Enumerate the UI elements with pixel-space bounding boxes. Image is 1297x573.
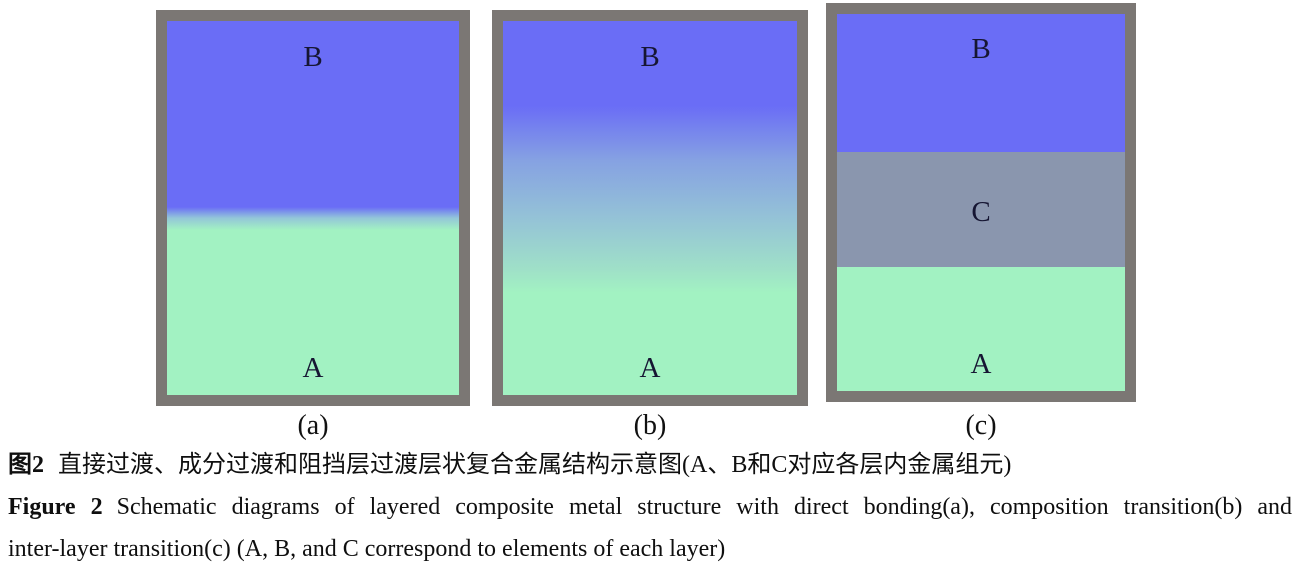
caption-line-zh: 图2 直接过渡、成分过渡和阻挡层过渡层状复合金属结构示意图(A、B和C对应各层内金… xyxy=(8,450,1292,480)
panel-c-caption: (c) xyxy=(965,410,997,441)
panel-a-layer-b-label: B xyxy=(303,41,323,73)
panel-b-layer-a-label: A xyxy=(639,352,661,384)
caption-line-en-1: Figure 2 Schematic diagrams of layered co… xyxy=(8,492,1292,522)
caption-zh-label: 图2 xyxy=(8,452,44,478)
caption-zh-text: 直接过渡、成分过渡和阻挡层过渡层状复合金属结构示意图(A、B和C对应各层内金属组… xyxy=(58,452,1012,478)
caption-line-en-2: inter-layer transition(c) (A, B, and C c… xyxy=(8,536,726,562)
panel-b-caption: (b) xyxy=(633,410,667,441)
panel-c-layer-c-label: C xyxy=(971,196,991,228)
caption-en-label: Figure 2 xyxy=(8,494,103,520)
panel-c-layer-b-label: B xyxy=(971,33,991,65)
panel-c-layer-a-label: A xyxy=(970,348,992,380)
panel-b-composition-transition: B A xyxy=(492,10,808,406)
panel-b-layer-b-label: B xyxy=(640,41,660,73)
panel-a-direct-bonding: B A xyxy=(156,10,470,406)
caption-en-text-line1: Schematic diagrams of layered composite … xyxy=(116,494,1293,520)
panel-c-inter-layer-transition: B C A xyxy=(826,3,1136,402)
panel-a-caption: (a) xyxy=(297,410,329,441)
figure-caption: 图2 直接过渡、成分过渡和阻挡层过渡层状复合金属结构示意图(A、B和C对应各层内金… xyxy=(8,450,1292,573)
panel-a-layer-a-label: A xyxy=(302,352,324,384)
